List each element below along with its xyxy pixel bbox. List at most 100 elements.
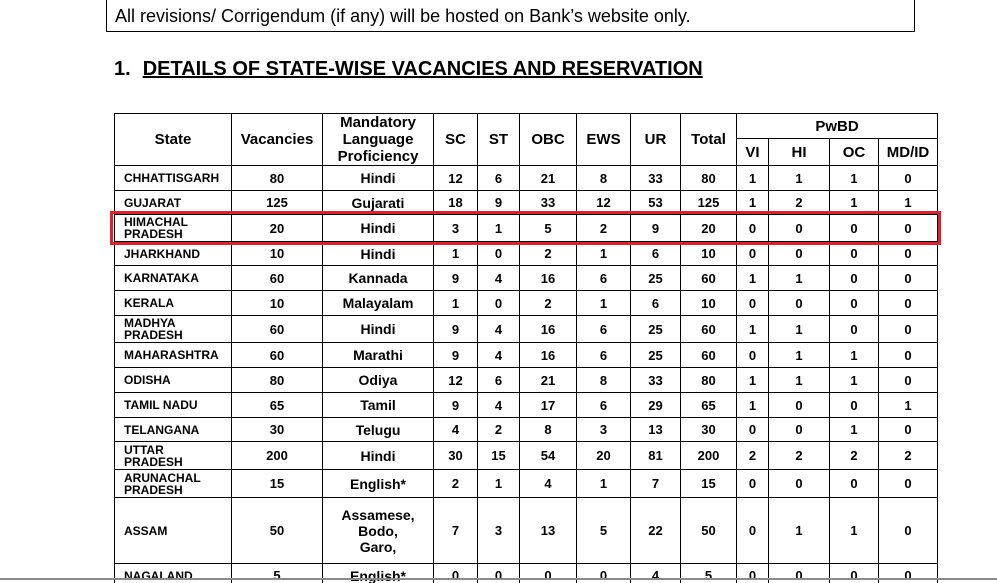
state-line: GUJARAT xyxy=(124,195,182,210)
cell-sc: 30 xyxy=(433,441,478,470)
language-line: Hindi xyxy=(360,220,396,236)
cell-ews: 6 xyxy=(576,342,631,368)
cell-vac: 65 xyxy=(231,392,323,418)
cell-vi: 0 xyxy=(736,342,769,368)
cell-oc: 1 xyxy=(829,190,879,215)
cell-obc: 16 xyxy=(519,315,577,343)
language-line: Assamese, xyxy=(341,506,415,523)
table-row: GUJARAT 125 Gujarati 18 9 33 12 53 125 1 2 1 1 xyxy=(114,190,938,215)
cell-vi: 1 xyxy=(736,265,769,291)
header-hi: HI xyxy=(768,138,830,166)
cell-vi: 2 xyxy=(736,441,769,470)
cell-oc: 2 xyxy=(829,441,879,470)
cell-obc: 4 xyxy=(519,469,577,498)
cell-ur: 22 xyxy=(630,497,681,564)
cell-ur: 6 xyxy=(630,290,681,316)
cell-vac: 200 xyxy=(231,441,323,470)
header-state: State xyxy=(114,113,232,166)
cell-total: 20 xyxy=(680,214,737,242)
header-language-line: Mandatory xyxy=(340,114,416,131)
cell-sc: 1 xyxy=(433,241,478,266)
cell-hi: 0 xyxy=(768,417,830,442)
cell-total: 5 xyxy=(680,563,737,583)
cell-state: UTTAR PRADESH xyxy=(114,441,232,470)
state-line: ASSAM xyxy=(124,523,168,538)
cell-hi: 0 xyxy=(768,469,830,498)
header-md-id: MD/ID xyxy=(877,138,938,166)
cell-hi: 2 xyxy=(768,190,830,215)
cell-oc: 0 xyxy=(829,315,879,343)
cell-language: English* xyxy=(322,563,434,583)
cell-total: 80 xyxy=(680,165,737,191)
header-vi: VI xyxy=(736,138,769,166)
cell-total: 50 xyxy=(680,497,737,564)
cell-obc: 54 xyxy=(519,441,577,470)
cell-st: 4 xyxy=(477,265,520,291)
cell-language: Hindi xyxy=(322,441,434,470)
cell-language: Marathi xyxy=(322,342,434,368)
table-row: HIMACHAL PRADESH 20 Hindi 3 1 5 2 9 20 0 0 0 0 xyxy=(114,214,938,242)
state-line: PRADESH xyxy=(124,482,183,497)
cell-md: 0 xyxy=(877,563,938,583)
cell-ur: 33 xyxy=(630,367,681,393)
cell-ews: 0 xyxy=(576,563,631,583)
cell-md: 0 xyxy=(877,241,938,266)
cell-total: 80 xyxy=(680,367,737,393)
cell-st: 4 xyxy=(477,342,520,368)
table-row: ARUNACHAL PRADESH 15 English* 2 1 4 1 7 15 0 0 0 0 xyxy=(114,469,938,498)
cell-vac: 15 xyxy=(231,469,323,498)
language-line: Marathi xyxy=(353,347,403,363)
cell-ur: 25 xyxy=(630,342,681,368)
cell-hi: 1 xyxy=(768,497,830,564)
cell-ur: 6 xyxy=(630,241,681,266)
cell-hi: 2 xyxy=(768,441,830,470)
cell-obc: 33 xyxy=(519,190,577,215)
cell-st: 9 xyxy=(477,190,520,215)
cell-state: KARNATAKA xyxy=(114,265,232,291)
state-line: PRADESH xyxy=(124,227,183,241)
language-line: English* xyxy=(349,567,406,583)
cell-oc: 1 xyxy=(829,367,879,393)
cell-oc: 1 xyxy=(829,342,879,368)
cell-language: Odiya xyxy=(322,367,434,393)
table-row: MADHYA PRADESH 60 Hindi 9 4 16 6 25 60 1 1 0 0 xyxy=(114,315,938,343)
language-line: Hindi xyxy=(360,447,396,464)
cell-ews: 6 xyxy=(576,265,631,291)
cell-vi: 1 xyxy=(736,165,769,191)
cell-state: TELANGANA xyxy=(114,417,232,442)
cell-md: 0 xyxy=(877,497,938,564)
cell-sc: 7 xyxy=(433,497,478,564)
cell-language: English* xyxy=(322,469,434,498)
cell-vi: 0 xyxy=(736,469,769,498)
header-pwbd: PwBD xyxy=(735,113,938,140)
cell-sc: 0 xyxy=(433,563,478,583)
cell-language: Tamil xyxy=(322,392,434,418)
table-row: JHARKHAND 10 Hindi 1 0 2 1 6 10 0 0 0 0 xyxy=(114,241,938,266)
cell-oc: 0 xyxy=(829,563,879,583)
language-line: Malayalam xyxy=(342,295,414,311)
cell-vac: 20 xyxy=(231,214,323,242)
cell-obc: 17 xyxy=(519,392,577,418)
cell-vi: 1 xyxy=(736,392,769,418)
cell-vac: 10 xyxy=(231,290,323,316)
language-line: Telugu xyxy=(355,421,401,438)
header-language-line: Language xyxy=(342,131,414,148)
cell-hi: 0 xyxy=(768,563,830,583)
state-line: ARUNACHAL xyxy=(124,470,201,485)
cell-st: 1 xyxy=(477,214,520,242)
cell-state: TAMIL NADU xyxy=(114,392,232,418)
cell-sc: 1 xyxy=(433,290,478,316)
cell-md: 1 xyxy=(877,190,938,215)
cell-language: Hindi xyxy=(322,315,434,343)
cell-state: MADHYA PRADESH xyxy=(114,315,232,343)
language-line: English* xyxy=(349,475,406,492)
cell-ur: 81 xyxy=(630,441,681,470)
cell-state: NAGALAND xyxy=(114,563,232,583)
cell-sc: 4 xyxy=(433,417,478,442)
cell-vi: 0 xyxy=(736,417,769,442)
cell-sc: 12 xyxy=(433,367,478,393)
cell-hi: 0 xyxy=(768,392,830,418)
cell-state: ASSAM xyxy=(114,497,232,564)
cell-state: ARUNACHAL PRADESH xyxy=(114,469,232,498)
cell-ews: 8 xyxy=(576,165,631,191)
